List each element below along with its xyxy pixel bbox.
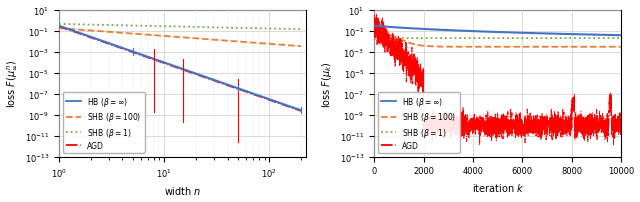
Y-axis label: loss $F(\mu_k)$: loss $F(\mu_k)$ (320, 61, 334, 107)
Y-axis label: loss $F(\mu_\infty^n)$: loss $F(\mu_\infty^n)$ (6, 60, 19, 108)
X-axis label: iteration $k$: iteration $k$ (472, 181, 524, 193)
X-axis label: width $n$: width $n$ (164, 185, 202, 197)
Legend: HB ($\beta = \infty$), SHB ($\beta = 100$), SHB ($\beta = 1$), AGD: HB ($\beta = \infty$), SHB ($\beta = 100… (378, 93, 460, 153)
Legend: HB ($\beta = \infty$), SHB ($\beta = 100$), SHB ($\beta = 1$), AGD: HB ($\beta = \infty$), SHB ($\beta = 100… (63, 93, 145, 153)
